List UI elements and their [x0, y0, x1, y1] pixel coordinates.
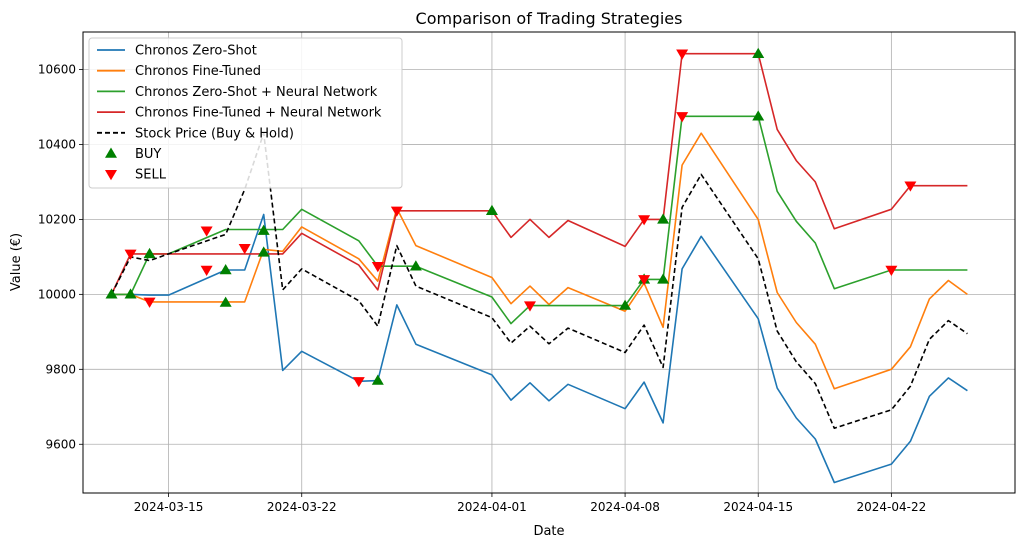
x-tick-label: 2024-03-15 — [134, 500, 204, 514]
sell-marker — [200, 265, 213, 276]
series-lines — [110, 52, 968, 484]
sell-marker — [523, 301, 536, 312]
x-axis-label: Date — [533, 524, 564, 539]
x-tick-label: 2024-03-22 — [267, 500, 337, 514]
x-tick-label: 2024-04-08 — [590, 500, 660, 514]
legend-label: Chronos Zero-Shot + Neural Network — [135, 85, 378, 100]
buy-marker — [485, 204, 498, 215]
buy-marker — [619, 299, 632, 310]
sell-marker — [238, 244, 251, 255]
sell-marker — [390, 206, 403, 217]
sell-marker — [638, 215, 651, 226]
buy-marker — [657, 213, 670, 224]
sell-marker — [124, 249, 137, 260]
series-line — [111, 132, 968, 390]
y-tick-label: 9600 — [45, 437, 76, 451]
plot-frame — [82, 31, 1016, 494]
x-tick-label: 2024-04-15 — [723, 500, 793, 514]
series-line — [110, 52, 968, 295]
sell-marker — [371, 262, 384, 273]
sell-marker — [904, 181, 917, 192]
legend-label: Stock Price (Buy & Hold) — [135, 126, 294, 141]
x-tick-label: 2024-04-22 — [856, 500, 926, 514]
buy-marker — [219, 263, 232, 275]
sell-marker — [676, 112, 689, 123]
buy-marker — [257, 224, 270, 235]
legend-label: Chronos Fine-Tuned + Neural Network — [135, 106, 382, 121]
legend-marker — [105, 170, 117, 181]
trade-markers — [105, 47, 917, 388]
legend-label: Chronos Zero-Shot — [135, 44, 257, 59]
y-tick-label: 9800 — [45, 362, 76, 376]
y-tick-label: 10200 — [38, 212, 76, 226]
chart-title: Comparison of Trading Strategies — [416, 9, 683, 28]
legend: Chronos Zero-Shot Chronos Fine-Tuned Chron… — [88, 37, 403, 189]
legend-marker — [105, 147, 117, 158]
buy-marker — [257, 246, 270, 257]
buy-marker — [409, 260, 422, 271]
buy-marker — [657, 273, 670, 284]
buy-marker — [105, 288, 118, 299]
series-line — [111, 115, 968, 325]
y-axis-label: Value (€) — [9, 233, 24, 291]
legend-label: BUY — [135, 147, 161, 162]
y-axis-ticks: 9600 9800 10000 10200 10400 10600 — [38, 62, 83, 451]
legend-label: Chronos Fine-Tuned — [135, 64, 261, 79]
y-tick-label: 10400 — [38, 137, 76, 151]
sell-marker — [143, 297, 156, 308]
y-tick-label: 10000 — [38, 287, 76, 301]
series-line — [111, 213, 968, 484]
buy-marker — [124, 288, 137, 299]
sell-marker — [638, 275, 651, 286]
legend-label: SELL — [135, 168, 167, 183]
sell-marker — [885, 265, 898, 276]
y-tick-label: 10600 — [38, 62, 76, 76]
sell-marker — [676, 49, 689, 60]
x-tick-label: 2024-04-01 — [457, 500, 527, 514]
buy-marker — [371, 374, 384, 385]
legend-box — [88, 37, 403, 189]
buy-marker — [219, 296, 232, 307]
sell-marker — [200, 226, 213, 237]
buy-marker — [143, 247, 156, 259]
x-axis-ticks: 2024-03-15 2024-03-22 2024-04-01 2024-04-08… — [134, 493, 926, 514]
sell-marker — [352, 377, 365, 388]
buy-marker — [752, 47, 765, 58]
buy-marker — [752, 110, 765, 121]
